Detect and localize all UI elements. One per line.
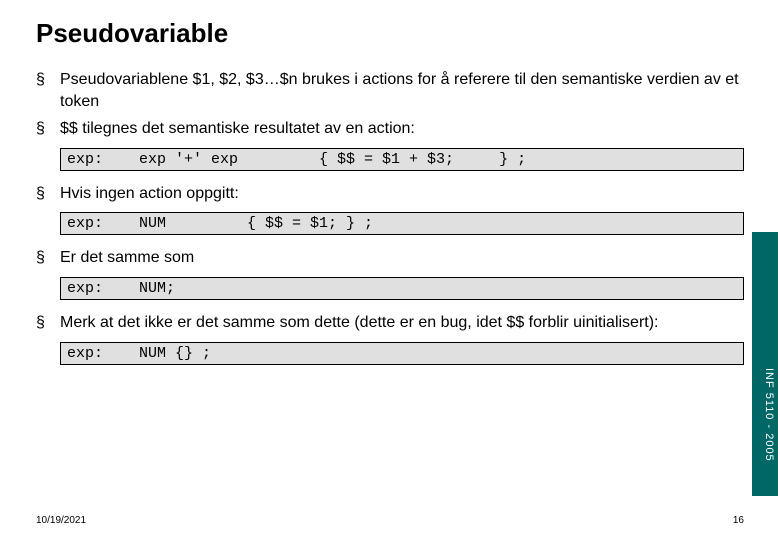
sidebar-label: INF 5110 - 2005 xyxy=(763,368,775,462)
code-block: exp: NUM {} ; xyxy=(60,342,744,365)
bullet-item: Merk at det ikke er det samme som dette … xyxy=(36,312,744,334)
footer-date: 10/19/2021 xyxy=(36,515,86,526)
bullet-list: Pseudovariablene $1, $2, $3…$n brukes i … xyxy=(36,69,744,140)
code-block: exp: NUM { $$ = $1; } ; xyxy=(60,212,744,235)
bullet-item: $$ tilegnes det semantiske resultatet av… xyxy=(36,118,744,140)
footer-page-number: 16 xyxy=(733,515,744,526)
code-block: exp: exp '+' exp { $$ = $1 + $3; } ; xyxy=(60,148,744,171)
bullet-list: Merk at det ikke er det samme som dette … xyxy=(36,312,744,334)
bullet-item: Hvis ingen action oppgitt: xyxy=(36,183,744,205)
code-block: exp: NUM; xyxy=(60,277,744,300)
bullet-list: Er det samme som xyxy=(36,247,744,269)
bullet-item: Er det samme som xyxy=(36,247,744,269)
bullet-list: Hvis ingen action oppgitt: xyxy=(36,183,744,205)
slide: Pseudovariable Pseudovariablene $1, $2, … xyxy=(0,0,780,540)
slide-title: Pseudovariable xyxy=(36,18,744,49)
bullet-item: Pseudovariablene $1, $2, $3…$n brukes i … xyxy=(36,69,744,112)
